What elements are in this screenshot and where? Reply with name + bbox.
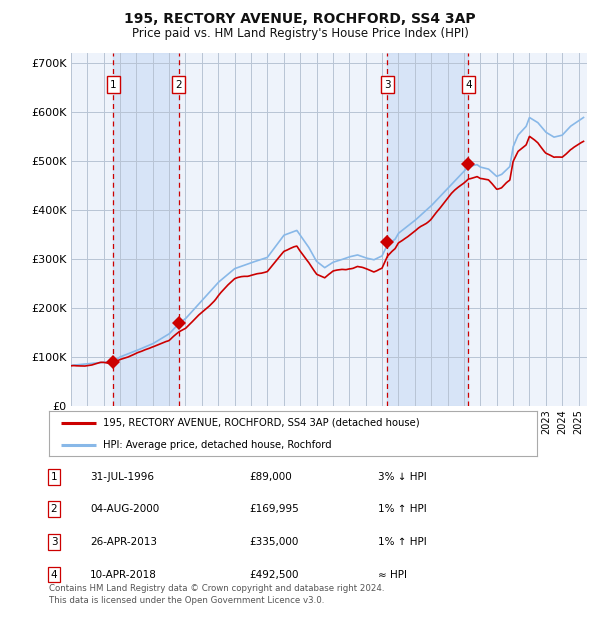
- Text: £335,000: £335,000: [249, 537, 298, 547]
- Text: 1: 1: [110, 79, 116, 90]
- Text: 10-APR-2018: 10-APR-2018: [90, 570, 157, 580]
- Text: 04-AUG-2000: 04-AUG-2000: [90, 505, 159, 515]
- Text: £89,000: £89,000: [249, 472, 292, 482]
- Text: £492,500: £492,500: [249, 570, 299, 580]
- Text: 3: 3: [50, 537, 58, 547]
- Text: Price paid vs. HM Land Registry's House Price Index (HPI): Price paid vs. HM Land Registry's House …: [131, 27, 469, 40]
- Text: 195, RECTORY AVENUE, ROCHFORD, SS4 3AP: 195, RECTORY AVENUE, ROCHFORD, SS4 3AP: [124, 12, 476, 27]
- Text: 3: 3: [384, 79, 391, 90]
- Text: 3% ↓ HPI: 3% ↓ HPI: [378, 472, 427, 482]
- Text: 2: 2: [50, 505, 58, 515]
- Text: HPI: Average price, detached house, Rochford: HPI: Average price, detached house, Roch…: [103, 440, 331, 451]
- Text: 1% ↑ HPI: 1% ↑ HPI: [378, 505, 427, 515]
- Bar: [469, 53, 587, 406]
- Bar: [387, 53, 469, 406]
- Text: 31-JUL-1996: 31-JUL-1996: [90, 472, 154, 482]
- Text: 4: 4: [465, 79, 472, 90]
- Text: ≈ HPI: ≈ HPI: [378, 570, 407, 580]
- Text: 1: 1: [50, 472, 58, 482]
- Bar: [113, 53, 179, 406]
- Text: 195, RECTORY AVENUE, ROCHFORD, SS4 3AP (detached house): 195, RECTORY AVENUE, ROCHFORD, SS4 3AP (…: [103, 418, 419, 428]
- Text: Contains HM Land Registry data © Crown copyright and database right 2024.
This d: Contains HM Land Registry data © Crown c…: [49, 584, 385, 605]
- Text: £169,995: £169,995: [249, 505, 299, 515]
- Text: 1% ↑ HPI: 1% ↑ HPI: [378, 537, 427, 547]
- Text: 26-APR-2013: 26-APR-2013: [90, 537, 157, 547]
- Bar: [71, 53, 113, 406]
- Text: 2: 2: [175, 79, 182, 90]
- Text: 4: 4: [50, 570, 58, 580]
